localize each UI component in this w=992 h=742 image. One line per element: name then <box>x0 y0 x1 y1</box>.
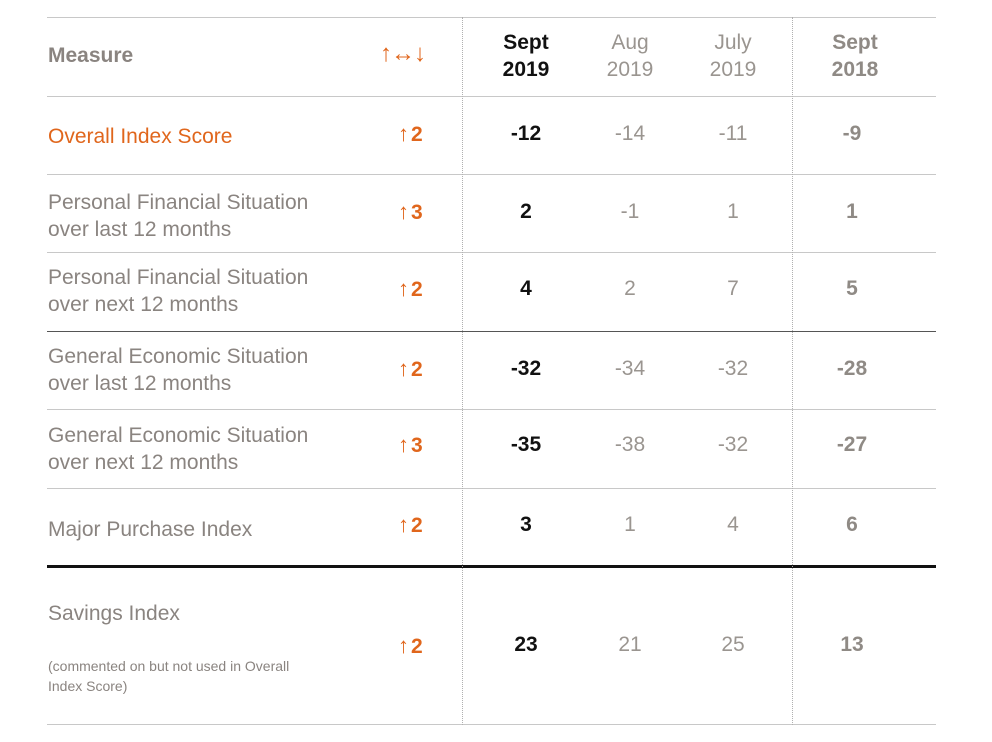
cell-july-2019: 7 <box>727 277 739 300</box>
up-arrow-icon: ↑ <box>398 633 409 658</box>
row-label-savings-index: Savings Index <box>48 602 180 625</box>
col-header-july-2019: July 2019 <box>709 31 757 81</box>
cell-july-2019: -32 <box>717 433 749 456</box>
change-indicator: ↑2 <box>398 276 423 301</box>
col-header-sept-2019: Sept 2019 <box>502 31 550 81</box>
cell-sept-2019: 23 <box>514 633 538 656</box>
savings-index-note: (commented on but not used in Overall Ind… <box>48 658 290 694</box>
cell-sept-2019: 4 <box>520 277 532 300</box>
cell-aug-2019: 1 <box>624 513 636 536</box>
header-rule <box>47 96 936 97</box>
column-separator <box>462 17 463 725</box>
row-label-major-purchase: Major Purchase Index <box>48 518 253 541</box>
table-top-rule <box>47 17 936 18</box>
cell-july-2019: 25 <box>721 633 745 656</box>
cell-july-2019: 4 <box>727 513 739 536</box>
change-indicator: ↑2 <box>398 633 423 658</box>
row-rule <box>47 252 936 253</box>
change-indicator: ↑2 <box>398 121 423 146</box>
cell-aug-2019: -34 <box>614 357 646 380</box>
row-label-ges-next: General Economic Situation over next 12 m… <box>48 424 309 474</box>
measure-header: Measure <box>48 44 134 67</box>
col-header-aug-2019: Aug 2019 <box>606 31 654 81</box>
change-indicator: ↑3 <box>398 199 423 224</box>
up-arrow-icon: ↑ <box>398 432 409 457</box>
table-bottom-rule <box>47 724 936 725</box>
row-rule <box>47 174 936 175</box>
row-label-ges-last: General Economic Situation over last 12 m… <box>48 345 309 395</box>
cell-aug-2019: -1 <box>620 200 640 223</box>
row-label-pfs-next: Personal Financial Situation over next 12… <box>48 266 309 316</box>
cell-sept-2018: 5 <box>846 277 858 300</box>
change-indicator: ↑3 <box>398 432 423 457</box>
cell-july-2019: -11 <box>718 122 748 145</box>
cell-sept-2018: 13 <box>840 633 864 656</box>
change-arrows-header-icon: ↑↔↓ <box>380 40 426 67</box>
row-rule <box>47 331 936 332</box>
up-arrow-icon: ↑ <box>398 356 409 381</box>
cell-sept-2019: -12 <box>510 122 542 145</box>
cell-sept-2018: -28 <box>836 357 868 380</box>
row-label-pfs-last: Personal Financial Situation over last 12… <box>48 191 309 241</box>
cell-aug-2019: -14 <box>614 122 646 145</box>
row-rule <box>47 488 936 489</box>
cell-sept-2018: 1 <box>846 200 858 223</box>
cell-sept-2018: 6 <box>846 513 858 536</box>
up-arrow-icon: ↑ <box>398 121 409 146</box>
cell-aug-2019: -38 <box>614 433 646 456</box>
col-header-sept-2018: Sept 2018 <box>831 31 879 81</box>
up-arrow-icon: ↑ <box>398 276 409 301</box>
cell-aug-2019: 2 <box>624 277 636 300</box>
change-indicator: ↑2 <box>398 512 423 537</box>
cell-sept-2019: 2 <box>520 200 532 223</box>
savings-divider-rule <box>47 565 936 568</box>
change-indicator: ↑2 <box>398 356 423 381</box>
cell-sept-2018: -9 <box>842 122 862 145</box>
cell-sept-2019: -32 <box>510 357 542 380</box>
row-rule <box>47 409 936 410</box>
up-arrow-icon: ↑ <box>398 512 409 537</box>
cell-sept-2019: 3 <box>520 513 532 536</box>
column-separator <box>792 17 793 725</box>
up-arrow-icon: ↑ <box>398 199 409 224</box>
row-label-overall-index: Overall Index Score <box>48 125 233 148</box>
cell-sept-2018: -27 <box>836 433 868 456</box>
cell-aug-2019: 21 <box>618 633 642 656</box>
cell-sept-2019: -35 <box>510 433 542 456</box>
cell-july-2019: -32 <box>717 357 749 380</box>
cell-july-2019: 1 <box>727 200 739 223</box>
